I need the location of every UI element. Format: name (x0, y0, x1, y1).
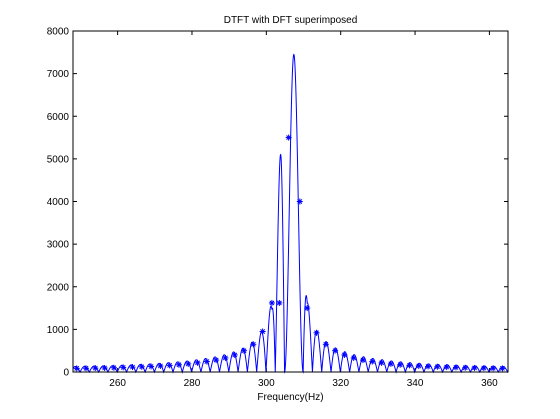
dft-point (369, 358, 376, 365)
x-tick-label: 260 (109, 378, 126, 389)
axis-ticks: 260 280 300 320 340 360 0 1000 2000 3000 4000 5000 6… (47, 27, 508, 389)
dft-point (83, 365, 90, 372)
dft-point (194, 359, 201, 366)
dft-point (322, 341, 329, 348)
x-tick-label: 320 (332, 378, 349, 389)
dft-point (101, 364, 108, 371)
dft-point (166, 362, 173, 369)
dft-point (222, 354, 229, 361)
dft-markers (73, 134, 506, 372)
dft-point (443, 364, 450, 371)
y-tick-label: 1000 (47, 325, 70, 336)
dft-point (138, 363, 145, 370)
dft-point (276, 299, 283, 306)
x-tick-label: 340 (407, 378, 424, 389)
chart-title: DTFT with DFT superimposed (224, 15, 358, 26)
dft-point (397, 361, 404, 368)
dft-point (129, 364, 136, 371)
y-tick-label: 3000 (47, 240, 70, 251)
plot-area (73, 31, 508, 372)
x-tick-label: 280 (184, 378, 201, 389)
dft-point (350, 354, 357, 361)
dft-point (471, 364, 478, 371)
dft-point (480, 365, 487, 372)
dft-point (73, 365, 80, 372)
dft-point (185, 360, 192, 367)
dft-point (313, 329, 320, 336)
dft-point (175, 361, 182, 368)
dft-point (360, 357, 366, 364)
dft-point (499, 365, 506, 372)
dft-point (341, 351, 348, 358)
dft-point (92, 365, 99, 372)
dft-point (434, 363, 441, 370)
dft-point (332, 347, 339, 354)
x-axis-label: Frequency(Hz) (257, 392, 323, 403)
x-tick-label: 360 (481, 378, 498, 389)
dft-point (259, 328, 266, 335)
dft-point (110, 364, 117, 371)
dft-point (378, 359, 385, 366)
dft-point (250, 341, 257, 348)
dft-point (268, 299, 275, 306)
dft-point (415, 362, 422, 369)
dft-point (406, 362, 413, 369)
dft-point (157, 362, 164, 369)
dft-point (213, 357, 220, 364)
dft-point (148, 363, 155, 370)
y-tick-label: 8000 (47, 27, 70, 38)
dft-point (231, 351, 238, 358)
dft-point (425, 363, 432, 370)
y-tick-label: 4000 (47, 197, 70, 208)
dft-point (387, 360, 394, 367)
dft-point (203, 358, 210, 365)
y-tick-label: 2000 (47, 282, 70, 293)
dft-point (462, 364, 469, 371)
dft-point (304, 305, 311, 312)
dft-point (296, 198, 303, 205)
y-tick-label: 0 (63, 368, 69, 379)
dft-point (490, 365, 497, 372)
dft-point (241, 347, 248, 354)
axes-box (72, 30, 509, 373)
y-tick-label: 6000 (47, 112, 70, 123)
y-tick-label: 7000 (47, 69, 70, 80)
dft-point (285, 134, 292, 141)
x-tick-label: 300 (258, 378, 275, 389)
dft-point (120, 364, 127, 371)
dft-point (452, 364, 459, 371)
y-tick-label: 5000 (47, 154, 70, 165)
